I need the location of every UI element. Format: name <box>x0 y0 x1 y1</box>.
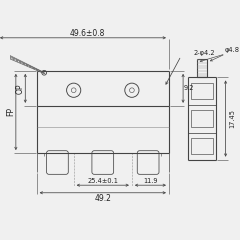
Text: 25.4±0.1: 25.4±0.1 <box>87 178 118 184</box>
Text: 49.6±0.8: 49.6±0.8 <box>70 29 105 38</box>
Text: 17.45: 17.45 <box>229 109 235 128</box>
Text: 9.2: 9.2 <box>184 85 194 91</box>
Text: OP: OP <box>16 83 25 94</box>
Text: 11.9: 11.9 <box>143 178 158 184</box>
Text: 2-φ4.2: 2-φ4.2 <box>193 50 215 56</box>
Text: 49.2: 49.2 <box>94 194 111 203</box>
Text: φ4.8: φ4.8 <box>225 47 240 53</box>
Text: FP: FP <box>7 108 16 116</box>
